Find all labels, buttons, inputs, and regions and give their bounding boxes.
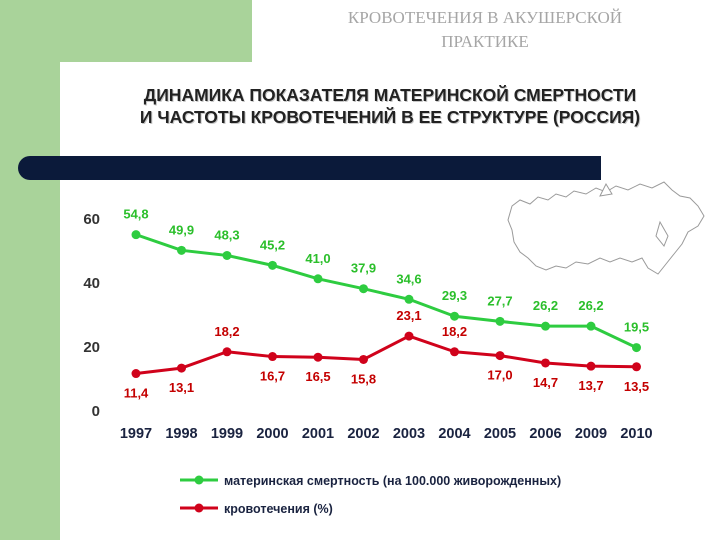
- data-point: [586, 361, 596, 371]
- data-point: [541, 358, 550, 368]
- data-label: 18,2: [214, 324, 239, 339]
- data-point: [359, 284, 368, 294]
- x-tick-label: 2004: [438, 426, 470, 442]
- slide-title: КРОВОТЕЧЕНИЯ В АКУШЕРСКОЙ ПРАКТИКЕ: [290, 6, 680, 54]
- data-point: [222, 347, 232, 357]
- data-point: [632, 343, 641, 353]
- subtitle-line1: ДИНАМИКА ПОКАЗАТЕЛЯ МАТЕРИНСКОЙ СМЕРТНОС…: [143, 85, 637, 105]
- chart-subtitle: ДИНАМИКА ПОКАЗАТЕЛЯ МАТЕРИНСКОЙ СМЕРТНОС…: [80, 84, 700, 128]
- data-label: 48,3: [214, 227, 239, 242]
- x-tick-label: 2010: [620, 426, 652, 442]
- legend-label: материнская смертность (на 100.000 живор…: [224, 474, 561, 488]
- data-point: [359, 354, 368, 364]
- data-point: [404, 294, 414, 304]
- x-tick-label: 1998: [165, 426, 197, 442]
- x-tick-label: 2005: [484, 426, 516, 442]
- data-label: 34,6: [396, 271, 421, 286]
- y-tick-label: 20: [83, 339, 100, 356]
- data-label: 16,7: [260, 369, 285, 384]
- data-label: 13,1: [169, 380, 194, 395]
- data-point: [268, 352, 277, 362]
- series-line: [135, 233, 638, 349]
- russia-map-icon: [507, 181, 705, 275]
- green-corner-block: [0, 0, 252, 62]
- data-point: [632, 362, 641, 372]
- y-tick-label: 0: [92, 403, 100, 420]
- data-point: [450, 311, 459, 321]
- data-label: 13,5: [624, 379, 649, 394]
- green-left-strip: [0, 62, 60, 540]
- data-label: 14,7: [533, 375, 558, 390]
- x-tick-label: 1999: [211, 426, 243, 442]
- data-label: 19,5: [624, 320, 649, 335]
- x-tick-label: 2006: [529, 426, 561, 442]
- data-label: 11,4: [124, 386, 149, 401]
- data-point: [313, 274, 323, 284]
- data-point: [541, 321, 550, 331]
- x-tick-label: 2000: [256, 426, 288, 442]
- data-point: [495, 351, 505, 361]
- y-tick-label: 60: [83, 211, 100, 228]
- x-tick-label: 1997: [120, 426, 152, 442]
- data-label: 15,8: [351, 371, 376, 386]
- data-point: [268, 260, 277, 270]
- data-point: [450, 347, 459, 357]
- data-label: 41,0: [305, 251, 330, 266]
- data-label: 37,9: [351, 261, 376, 276]
- data-point: [586, 321, 596, 331]
- content-panel: [60, 62, 720, 540]
- x-tick-label: 2001: [302, 426, 334, 442]
- data-label: 26,2: [578, 298, 603, 313]
- series-line: [135, 334, 637, 376]
- data-point: [177, 245, 186, 255]
- plot-area: 0 20 40 60 1997 1998 1999 2000 2001 2002 2003 2004 2…: [83, 207, 652, 516]
- y-tick-label: 40: [83, 275, 100, 292]
- x-tick-label: 2002: [347, 426, 379, 442]
- x-tick-label: 2003: [393, 426, 425, 442]
- subtitle-line2: И ЧАСТОТЫ КРОВОТЕЧЕНИЙ В ЕЕ СТРУКТУРЕ (Р…: [139, 107, 641, 127]
- data-label: 18,2: [442, 324, 467, 339]
- data-point: [177, 363, 186, 373]
- data-point: [313, 352, 323, 362]
- data-label: 54,8: [123, 207, 148, 222]
- data-point: [404, 331, 414, 341]
- data-point: [222, 250, 232, 260]
- slide-title-line2: ПРАКТИКЕ: [441, 32, 529, 51]
- navy-rule-bar: [18, 156, 601, 180]
- data-label: 13,7: [578, 378, 603, 393]
- legend-swatch-marker: [194, 475, 204, 485]
- slide-title-line1: КРОВОТЕЧЕНИЯ В АКУШЕРСКОЙ: [347, 8, 623, 27]
- data-label: 45,2: [260, 237, 285, 252]
- x-tick-label: 2009: [575, 426, 607, 442]
- legend-swatch-marker: [194, 503, 204, 513]
- data-label: 26,2: [533, 298, 558, 313]
- legend-label: кровотечения (%): [224, 502, 333, 516]
- data-label: 27,7: [487, 293, 512, 308]
- data-point: [495, 316, 505, 326]
- data-label: 49,9: [169, 222, 194, 237]
- data-point: [131, 369, 141, 379]
- data-label: 16,5: [305, 369, 330, 384]
- data-label: 29,3: [442, 288, 467, 303]
- data-label: 17,0: [487, 368, 512, 383]
- data-point: [131, 230, 141, 240]
- data-label: 23,1: [396, 308, 421, 323]
